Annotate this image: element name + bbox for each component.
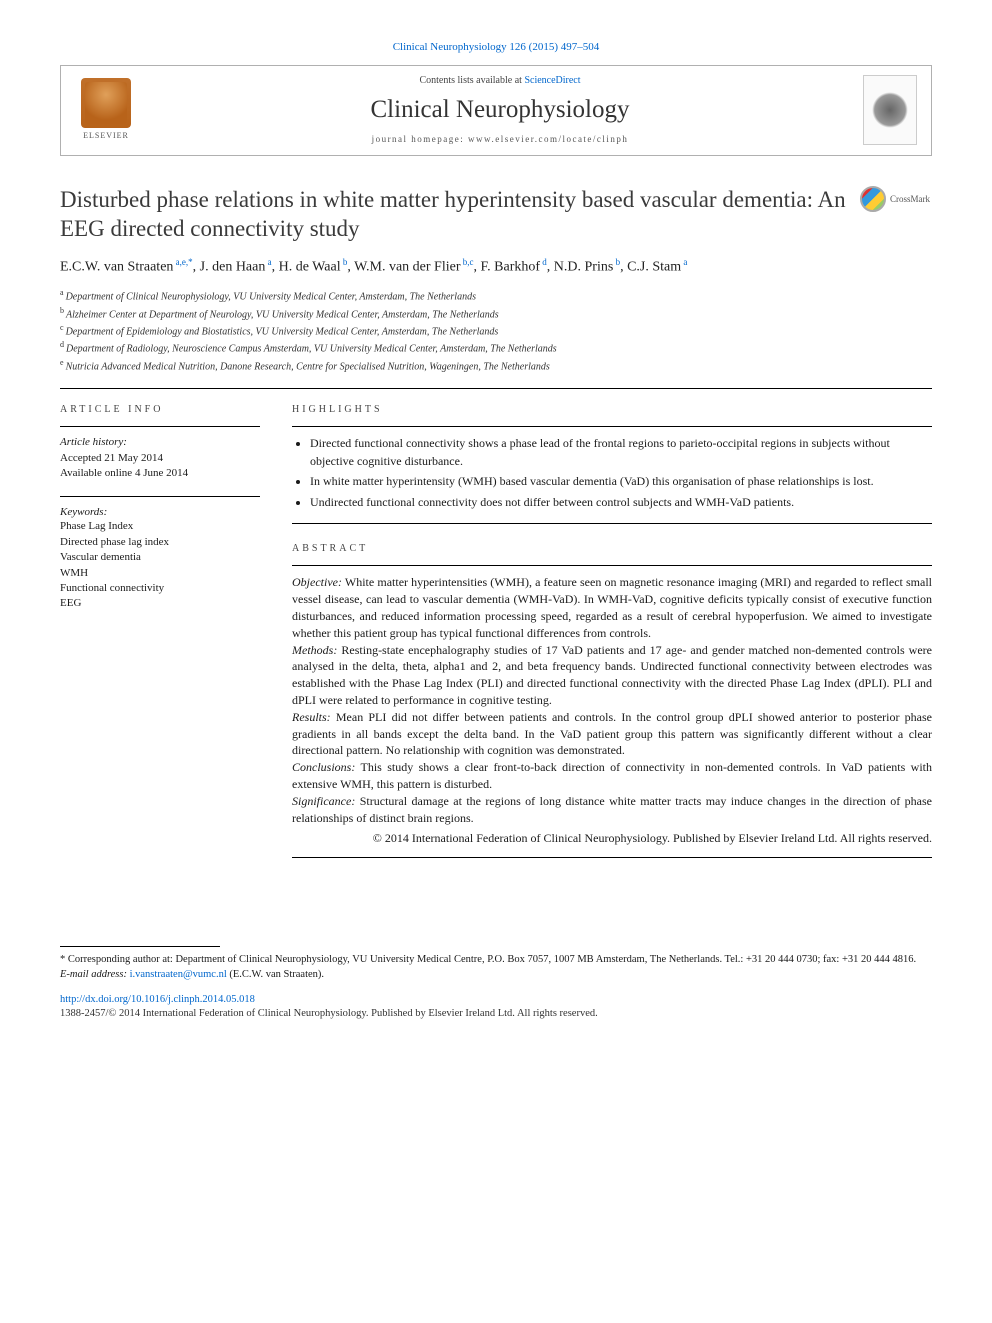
results-label: Results: xyxy=(292,710,331,724)
highlights-list: Directed functional connectivity shows a… xyxy=(292,435,932,511)
journal-reference: Clinical Neurophysiology 126 (2015) 497–… xyxy=(60,40,932,55)
issn-copyright: 1388-2457/© 2014 International Federatio… xyxy=(60,1007,932,1021)
journal-header-box: ELSEVIER Contents lists available at Sci… xyxy=(60,65,932,156)
objective-text: White matter hyperintensities (WMH), a f… xyxy=(292,575,932,639)
footnote-rule xyxy=(60,946,220,947)
keywords-list: Phase Lag IndexDirected phase lag indexV… xyxy=(60,519,260,611)
online-date: Available online 4 June 2014 xyxy=(60,466,260,481)
email-label: E-mail address: xyxy=(60,969,130,980)
article-info-column: ARTICLE INFO Article history: Accepted 2… xyxy=(60,403,260,866)
conclusions-label: Conclusions: xyxy=(292,760,355,774)
email-link[interactable]: i.vanstraaten@vumc.nl xyxy=(130,969,227,980)
methods-label: Methods: xyxy=(292,643,337,657)
methods-text: Resting-state encephalography studies of… xyxy=(292,643,932,707)
email-suffix: (E.C.W. van Straaten). xyxy=(227,969,324,980)
affiliations: aDepartment of Clinical Neurophysiology,… xyxy=(60,287,932,374)
cover-graphic-icon xyxy=(872,92,908,128)
keyword-item: Phase Lag Index xyxy=(60,519,260,534)
article-title: Disturbed phase relations in white matte… xyxy=(60,186,848,244)
abstract-body: Objective: White matter hyperintensities… xyxy=(292,574,932,847)
thin-rule xyxy=(292,523,932,524)
elsevier-label: ELSEVIER xyxy=(83,131,129,142)
elsevier-logo: ELSEVIER xyxy=(75,75,137,145)
divider-rule xyxy=(60,388,932,389)
highlights-heading: HIGHLIGHTS xyxy=(292,403,932,417)
keyword-item: EEG xyxy=(60,596,260,611)
corresponding-footnote: * Corresponding author at: Department of… xyxy=(60,953,932,968)
highlight-item: In white matter hyperintensity (WMH) bas… xyxy=(310,473,932,490)
keywords-label: Keywords: xyxy=(60,505,260,520)
email-footnote: E-mail address: i.vanstraaten@vumc.nl (E… xyxy=(60,968,932,983)
homepage-url: www.elsevier.com/locate/clinph xyxy=(468,134,628,144)
keyword-item: Directed phase lag index xyxy=(60,535,260,550)
significance-text: Structural damage at the regions of long… xyxy=(292,794,932,825)
article-info-heading: ARTICLE INFO xyxy=(60,403,260,417)
accepted-date: Accepted 21 May 2014 xyxy=(60,451,260,466)
conclusions-text: This study shows a clear front-to-back d… xyxy=(292,760,932,791)
objective-label: Objective: xyxy=(292,575,342,589)
abstract-heading: ABSTRACT xyxy=(292,542,932,556)
thin-rule xyxy=(292,426,932,427)
elsevier-tree-icon xyxy=(81,78,131,128)
affiliation-item: bAlzheimer Center at Department of Neuro… xyxy=(60,305,932,322)
doi-link[interactable]: http://dx.doi.org/10.1016/j.clinph.2014.… xyxy=(60,994,255,1005)
journal-cover-thumb xyxy=(863,75,917,145)
significance-label: Significance: xyxy=(292,794,355,808)
affiliation-item: cDepartment of Epidemiology and Biostati… xyxy=(60,322,932,339)
results-text: Mean PLI did not differ between patients… xyxy=(292,710,932,758)
crossmark-label: CrossMark xyxy=(890,193,930,205)
keyword-item: WMH xyxy=(60,566,260,581)
affiliation-item: aDepartment of Clinical Neurophysiology,… xyxy=(60,287,932,304)
sciencedirect-link[interactable]: ScienceDirect xyxy=(524,75,580,86)
highlight-item: Undirected functional connectivity does … xyxy=(310,494,932,511)
highlight-item: Directed functional connectivity shows a… xyxy=(310,435,932,470)
keyword-item: Vascular dementia xyxy=(60,550,260,565)
abstract-column: HIGHLIGHTS Directed functional connectiv… xyxy=(292,403,932,866)
thin-rule xyxy=(60,496,260,497)
crossmark-icon xyxy=(860,186,886,212)
journal-name: Clinical Neurophysiology xyxy=(155,93,845,127)
contents-line: Contents lists available at ScienceDirec… xyxy=(155,74,845,88)
abstract-copyright: © 2014 International Federation of Clini… xyxy=(292,830,932,847)
homepage-line: journal homepage: www.elsevier.com/locat… xyxy=(155,133,845,145)
homepage-prefix: journal homepage: xyxy=(372,134,468,144)
crossmark-badge[interactable]: CrossMark xyxy=(860,186,932,212)
thin-rule xyxy=(292,857,932,858)
authors-line: E.C.W. van Straaten a,e,*, J. den Haan a… xyxy=(60,256,932,278)
thin-rule xyxy=(60,426,260,427)
contents-prefix: Contents lists available at xyxy=(419,75,524,86)
keyword-item: Functional connectivity xyxy=(60,581,260,596)
doi-line: http://dx.doi.org/10.1016/j.clinph.2014.… xyxy=(60,993,932,1007)
header-center: Contents lists available at ScienceDirec… xyxy=(155,74,845,145)
affiliation-item: dDepartment of Radiology, Neuroscience C… xyxy=(60,339,932,356)
affiliation-item: eNutricia Advanced Medical Nutrition, Da… xyxy=(60,357,932,374)
history-label: Article history: xyxy=(60,435,260,450)
thin-rule xyxy=(292,565,932,566)
